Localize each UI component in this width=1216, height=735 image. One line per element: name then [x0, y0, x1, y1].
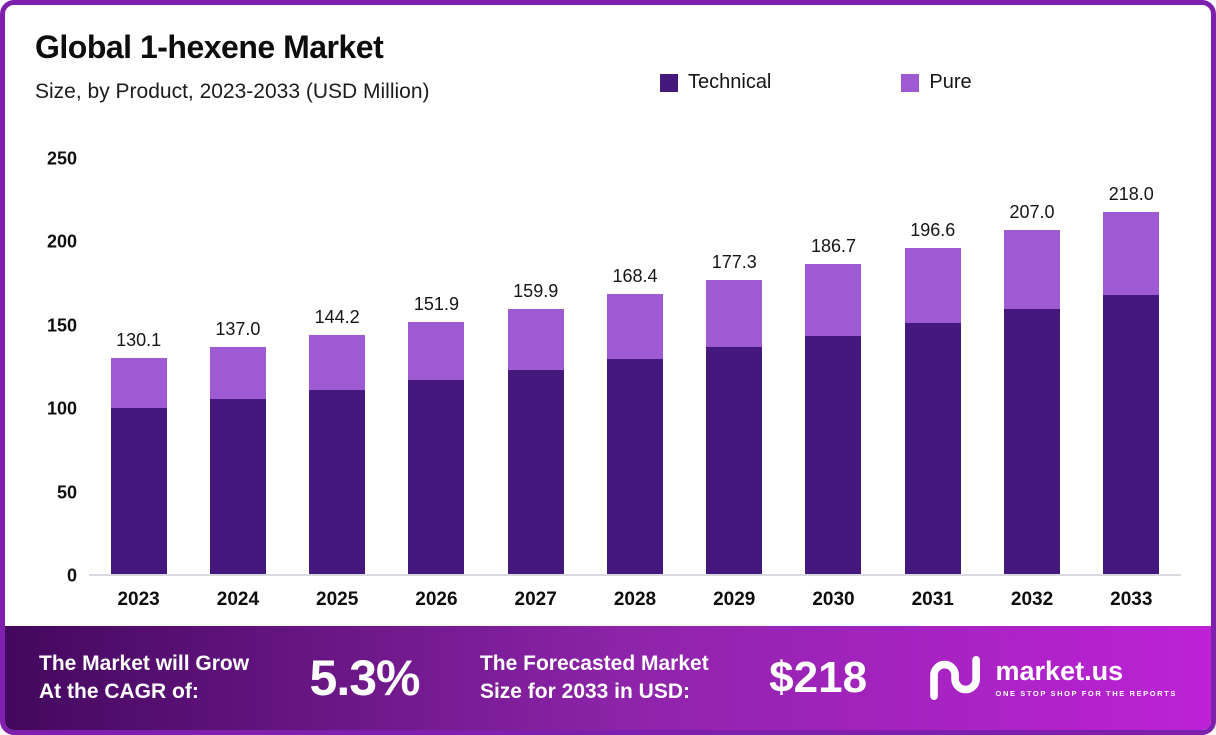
- bar-value-label: 137.0: [215, 318, 261, 339]
- pure-swatch-icon: [901, 73, 920, 92]
- page-title: Global 1-hexene Market: [35, 29, 384, 65]
- x-axis-label: 2028: [613, 589, 657, 610]
- bar-value-label: 159.9: [513, 280, 559, 301]
- x-axis-label: 2023: [117, 589, 160, 610]
- bar-value-label: 218.0: [1108, 184, 1154, 205]
- bar-group: 130.1: [89, 159, 188, 574]
- bar-segment-pure: [507, 308, 564, 370]
- bar-group: 168.4: [585, 159, 684, 574]
- legend-item-pure: Pure: [901, 71, 972, 94]
- bar-segment-technical: [309, 389, 366, 574]
- bar-group: 207.0: [982, 159, 1081, 574]
- bar-value-label: 130.1: [116, 330, 162, 351]
- bar-segment-pure: [309, 334, 366, 390]
- bar-segment-pure: [1004, 230, 1061, 310]
- y-axis-column: 0 50 100 150 200 250: [29, 141, 89, 620]
- x-axis-label: 2024: [216, 589, 260, 610]
- chart-header: Global 1-hexene Market Size, by Product,…: [5, 5, 1211, 141]
- bar-group: 186.7: [784, 159, 883, 574]
- cagr-label-line1: The Market will Grow: [39, 651, 250, 675]
- cagr-label: The Market will Grow At the CAGR of:: [39, 650, 249, 707]
- bars-row: 130.1 137.0 144.2 151.9 159.9 168.4 177.3 186.7…: [89, 159, 1181, 576]
- legend-label: Pure: [929, 71, 972, 93]
- bar-group: 137.0: [188, 159, 287, 574]
- bar-segment-technical: [706, 347, 763, 574]
- market-us-logo-icon: [929, 656, 980, 700]
- y-axis-label: 0: [66, 565, 77, 586]
- forecast-label-line1: The Forecasted Market: [479, 651, 709, 675]
- bar-segment-technical: [110, 408, 167, 574]
- bar-segment-technical: [904, 323, 961, 574]
- x-axis-label: 2032: [1010, 589, 1054, 610]
- bar-segment-pure: [209, 346, 266, 399]
- bar-segment-technical: [1103, 295, 1160, 574]
- cagr-value: 5.3%: [309, 650, 421, 706]
- bar-segment-pure: [805, 264, 862, 336]
- y-axis-label: 150: [46, 315, 77, 336]
- bar-segment-technical: [408, 379, 465, 574]
- x-axis-label: 2031: [911, 589, 954, 610]
- bar-segment-pure: [706, 279, 763, 348]
- forecast-value: $218: [769, 653, 868, 702]
- chart-area: 0 50 100 150 200 250 130.1 137.0 144.2 151.9 159.…: [5, 141, 1211, 626]
- bar-group: 218.0: [1082, 159, 1181, 574]
- bar-group: 196.6: [883, 159, 982, 574]
- bar-value-label: 168.4: [612, 266, 658, 287]
- bar-value-label: 144.2: [314, 306, 360, 327]
- bar-segment-technical: [805, 335, 862, 574]
- brand-logo: market.us ONE STOP SHOP FOR THE REPORTS: [928, 656, 1177, 700]
- x-axis-label: 2033: [1110, 589, 1153, 610]
- forecast-label-line2: Size for 2033 in USD:: [479, 680, 691, 703]
- legend-item-technical: Technical: [660, 71, 771, 94]
- bar-value-label: 151.9: [413, 293, 459, 314]
- y-axis-label: 250: [46, 148, 77, 169]
- y-axis-label: 100: [46, 398, 77, 419]
- bar-segment-technical: [606, 359, 663, 574]
- legend-label: Technical: [688, 71, 772, 93]
- bar-value-label: 186.7: [810, 236, 857, 257]
- cagr-label-line2: At the CAGR of:: [39, 680, 199, 703]
- bar-segment-pure: [110, 358, 167, 408]
- technical-swatch-icon: [660, 73, 678, 92]
- bar-group: 159.9: [486, 159, 585, 574]
- y-axis-label: 50: [56, 482, 77, 503]
- forecast-label: The Forecasted Market Size for 2033 in U…: [480, 650, 709, 707]
- bar-value-label: 196.6: [910, 219, 956, 240]
- bar-group: 151.9: [387, 159, 486, 574]
- bar-segment-pure: [904, 247, 961, 324]
- bar-group: 177.3: [685, 159, 784, 574]
- bar-segment-pure: [1103, 212, 1160, 296]
- legend: Technical Pure: [660, 71, 972, 94]
- x-axis-label: 2029: [713, 589, 756, 610]
- y-axis: 0 50 100 150 200 250: [29, 149, 77, 586]
- bar-segment-pure: [606, 294, 663, 360]
- bar-segment-technical: [507, 369, 564, 574]
- bar-segment-technical: [1004, 309, 1061, 574]
- bar-value-label: 177.3: [711, 251, 757, 272]
- bar-value-label: 207.0: [1009, 202, 1055, 223]
- footer-banner: The Market will Grow At the CAGR of: 5.3…: [5, 626, 1211, 730]
- bar-segment-pure: [408, 321, 465, 380]
- x-axis-label: 2025: [316, 589, 359, 610]
- x-axis-label: 2030: [812, 589, 855, 610]
- chart-subtitle: Size, by Product, 2023-2033 (USD Million…: [35, 80, 430, 103]
- brand-tagline: ONE STOP SHOP FOR THE REPORTS: [995, 689, 1177, 698]
- brand-text: market.us ONE STOP SHOP FOR THE REPORTS: [995, 656, 1177, 699]
- bar-group: 144.2: [288, 159, 387, 574]
- plot-area: 130.1 137.0 144.2 151.9 159.9 168.4 177.3 186.7…: [89, 141, 1181, 620]
- bar-segment-technical: [209, 398, 266, 574]
- x-axis: 2023 2024 2025 2026 2027 2028 2029 2030 2031 2032…: [89, 580, 1181, 620]
- brand-name: market.us: [995, 656, 1124, 686]
- x-axis-label: 2027: [514, 589, 557, 610]
- y-axis-label: 200: [46, 231, 77, 252]
- x-axis-label: 2026: [415, 589, 458, 610]
